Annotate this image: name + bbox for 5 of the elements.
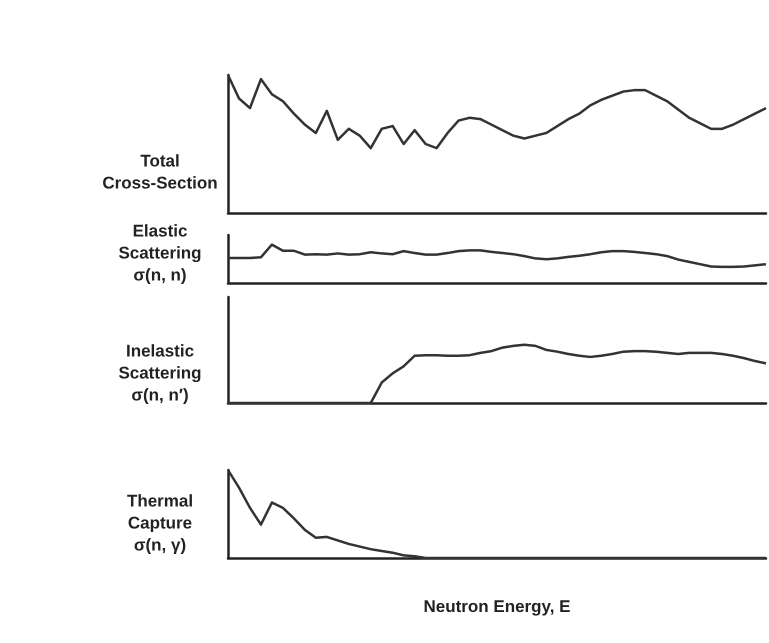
y-axis-title: Elastic Scattering σ(n, n) [118,222,202,284]
x-axis-title: Neutron Energy, E [423,597,571,616]
y-axis-title: Inelastic Scattering σ(n, n′) [118,342,202,404]
y-axis-title: Thermal Capture σ(n, γ) [126,492,194,554]
y-axis-title: Total Cross-Section [102,152,218,192]
